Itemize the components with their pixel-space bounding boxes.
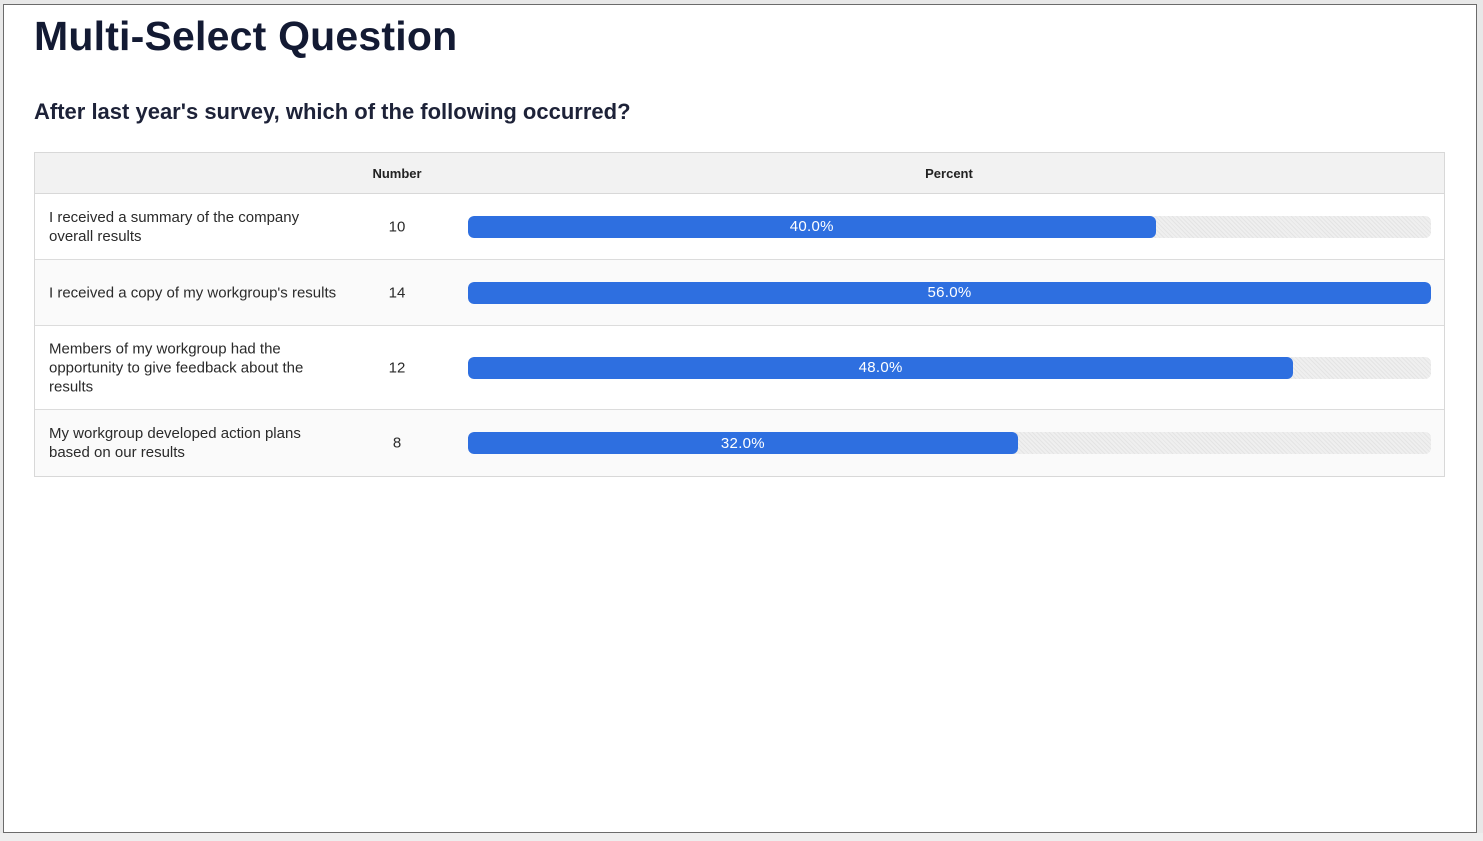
question-text: After last year's survey, which of the f…	[34, 99, 631, 124]
bottom-strip	[0, 833, 1483, 841]
row-label: Members of my workgroup had the opportun…	[49, 340, 304, 395]
row-number: 8	[392, 434, 402, 452]
percent-bar-track: 40.0%	[468, 215, 1431, 238]
row-label: My workgroup developed action plans base…	[49, 425, 301, 461]
row-number: 12	[388, 359, 406, 376]
header-number: Number	[372, 166, 422, 181]
percent-bar-fill: 56.0%	[468, 281, 1431, 304]
percent-bar-track: 56.0%	[468, 281, 1431, 304]
report-frame: Multi-Select Question After last year's …	[3, 4, 1477, 833]
row-label: I received a copy of my workgroup's resu…	[49, 284, 337, 301]
header-percent: Percent	[925, 166, 973, 181]
percent-bar-track: 48.0%	[468, 356, 1431, 379]
table-row: My workgroup developed action plans base…	[35, 410, 1444, 476]
percent-bar-fill: 48.0%	[468, 356, 1294, 379]
table-header: Number Percent	[35, 153, 1444, 194]
table-row: I received a copy of my workgroup's resu…	[35, 260, 1444, 326]
percent-label: 56.0%	[927, 284, 972, 301]
table-row: Members of my workgroup had the opportun…	[35, 326, 1444, 410]
row-number: 14	[388, 284, 406, 301]
percent-bar-fill: 40.0%	[468, 215, 1156, 238]
percent-bar-fill: 32.0%	[468, 432, 1018, 454]
percent-bar-track: 32.0%	[468, 432, 1431, 454]
row-label: I received a summary of the company over…	[49, 208, 300, 245]
percent-label: 32.0%	[720, 434, 765, 452]
page-title: Multi-Select Question	[34, 13, 458, 59]
results-table: Number Percent I received a summary of t…	[34, 152, 1445, 477]
table-row: I received a summary of the company over…	[35, 194, 1444, 260]
row-number: 10	[388, 218, 406, 235]
percent-label: 48.0%	[858, 359, 903, 376]
percent-label: 40.0%	[789, 218, 834, 235]
